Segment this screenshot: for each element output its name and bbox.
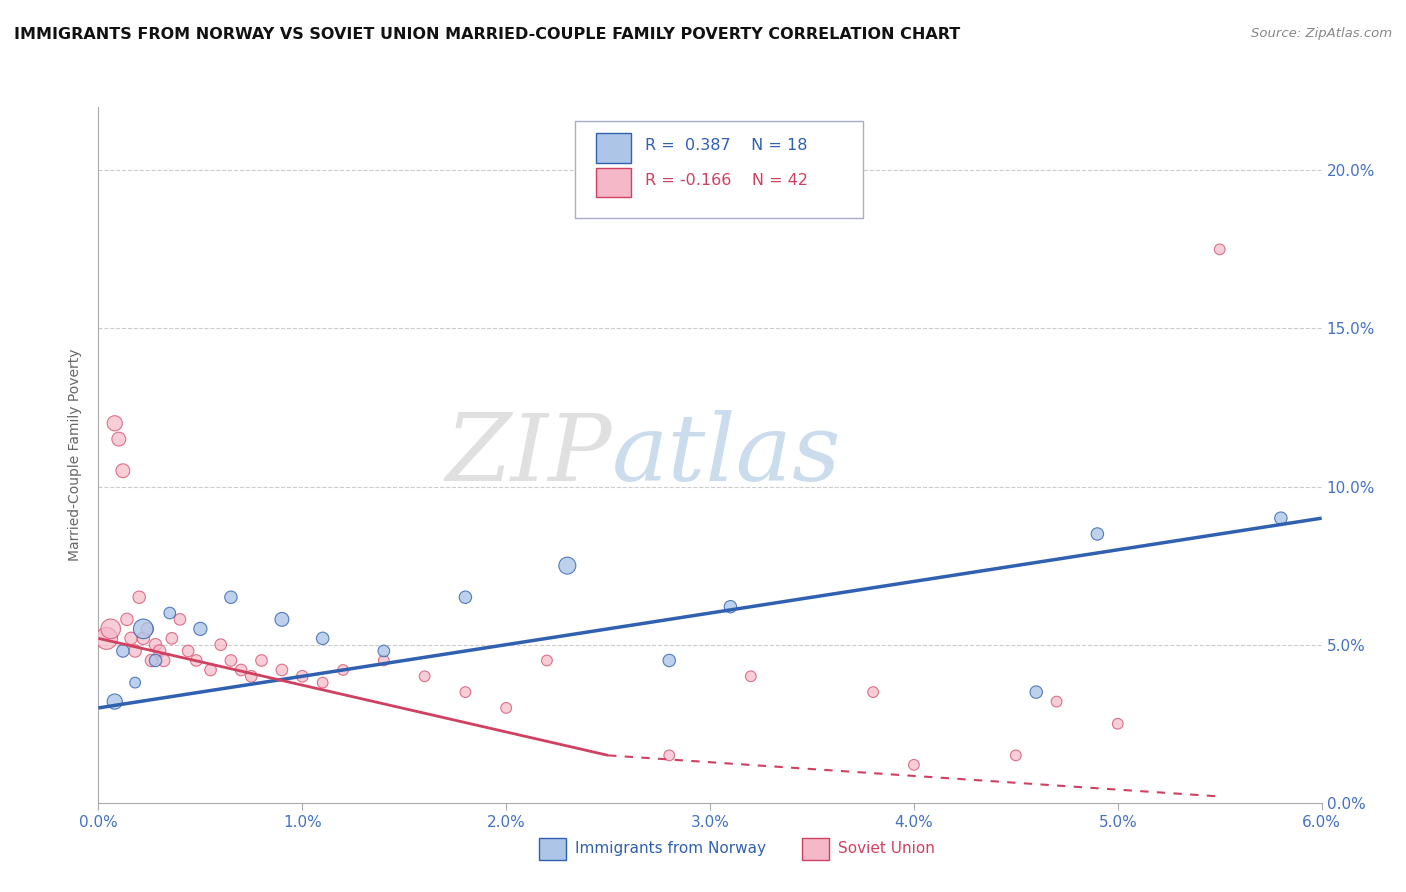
- Point: [111, 464, 134, 478]
- Point: [1208, 243, 1230, 257]
- FancyBboxPatch shape: [538, 838, 565, 860]
- FancyBboxPatch shape: [596, 169, 630, 197]
- Y-axis label: Married-Couple Family Poverty: Married-Couple Family Poverty: [69, 349, 83, 561]
- Text: ZIP: ZIP: [446, 410, 612, 500]
- Point: [229, 663, 253, 677]
- Point: [536, 653, 558, 667]
- Point: [145, 653, 167, 667]
- Point: [145, 638, 167, 652]
- Point: [332, 663, 354, 677]
- Point: [152, 653, 174, 667]
- Point: [209, 638, 232, 652]
- Point: [104, 695, 127, 709]
- Point: [413, 669, 436, 683]
- Point: [115, 612, 138, 626]
- Point: [718, 599, 742, 614]
- Point: [200, 663, 222, 677]
- Point: [1270, 511, 1292, 525]
- Point: [495, 701, 517, 715]
- Point: [159, 606, 181, 620]
- FancyBboxPatch shape: [596, 134, 630, 162]
- Point: [111, 644, 134, 658]
- Text: Source: ZipAtlas.com: Source: ZipAtlas.com: [1251, 27, 1392, 40]
- Text: IMMIGRANTS FROM NORWAY VS SOVIET UNION MARRIED-COUPLE FAMILY POVERTY CORRELATION: IMMIGRANTS FROM NORWAY VS SOVIET UNION M…: [14, 27, 960, 42]
- Point: [219, 653, 242, 667]
- Point: [100, 622, 122, 636]
- Point: [96, 632, 118, 646]
- Point: [903, 757, 925, 772]
- Point: [104, 417, 127, 431]
- Text: Soviet Union: Soviet Union: [838, 840, 935, 855]
- Point: [160, 632, 183, 646]
- Point: [373, 653, 395, 667]
- Point: [219, 591, 242, 605]
- Point: [1107, 716, 1129, 731]
- Point: [186, 653, 208, 667]
- Point: [740, 669, 762, 683]
- Point: [128, 591, 150, 605]
- Point: [291, 669, 314, 683]
- Point: [141, 653, 163, 667]
- Point: [862, 685, 884, 699]
- Text: Immigrants from Norway: Immigrants from Norway: [575, 840, 766, 855]
- Point: [188, 622, 212, 636]
- Point: [108, 432, 131, 446]
- Point: [177, 644, 200, 658]
- FancyBboxPatch shape: [575, 121, 863, 219]
- Text: atlas: atlas: [612, 410, 842, 500]
- Point: [132, 622, 155, 636]
- Point: [1085, 527, 1108, 541]
- Point: [132, 632, 155, 646]
- Point: [149, 644, 172, 658]
- Point: [1045, 695, 1067, 709]
- Point: [658, 653, 681, 667]
- Point: [120, 632, 142, 646]
- Point: [454, 591, 477, 605]
- Point: [136, 622, 159, 636]
- Point: [169, 612, 191, 626]
- Point: [250, 653, 273, 667]
- Point: [240, 669, 263, 683]
- Point: [270, 663, 292, 677]
- Point: [373, 644, 395, 658]
- Point: [454, 685, 477, 699]
- Point: [124, 644, 146, 658]
- Point: [1025, 685, 1047, 699]
- Point: [270, 612, 292, 626]
- Point: [124, 675, 146, 690]
- Text: R =  0.387    N = 18: R = 0.387 N = 18: [645, 137, 807, 153]
- Point: [658, 748, 681, 763]
- Point: [1004, 748, 1026, 763]
- Point: [311, 675, 335, 690]
- Point: [555, 558, 579, 573]
- FancyBboxPatch shape: [801, 838, 828, 860]
- Point: [311, 632, 335, 646]
- Text: R = -0.166    N = 42: R = -0.166 N = 42: [645, 172, 808, 187]
